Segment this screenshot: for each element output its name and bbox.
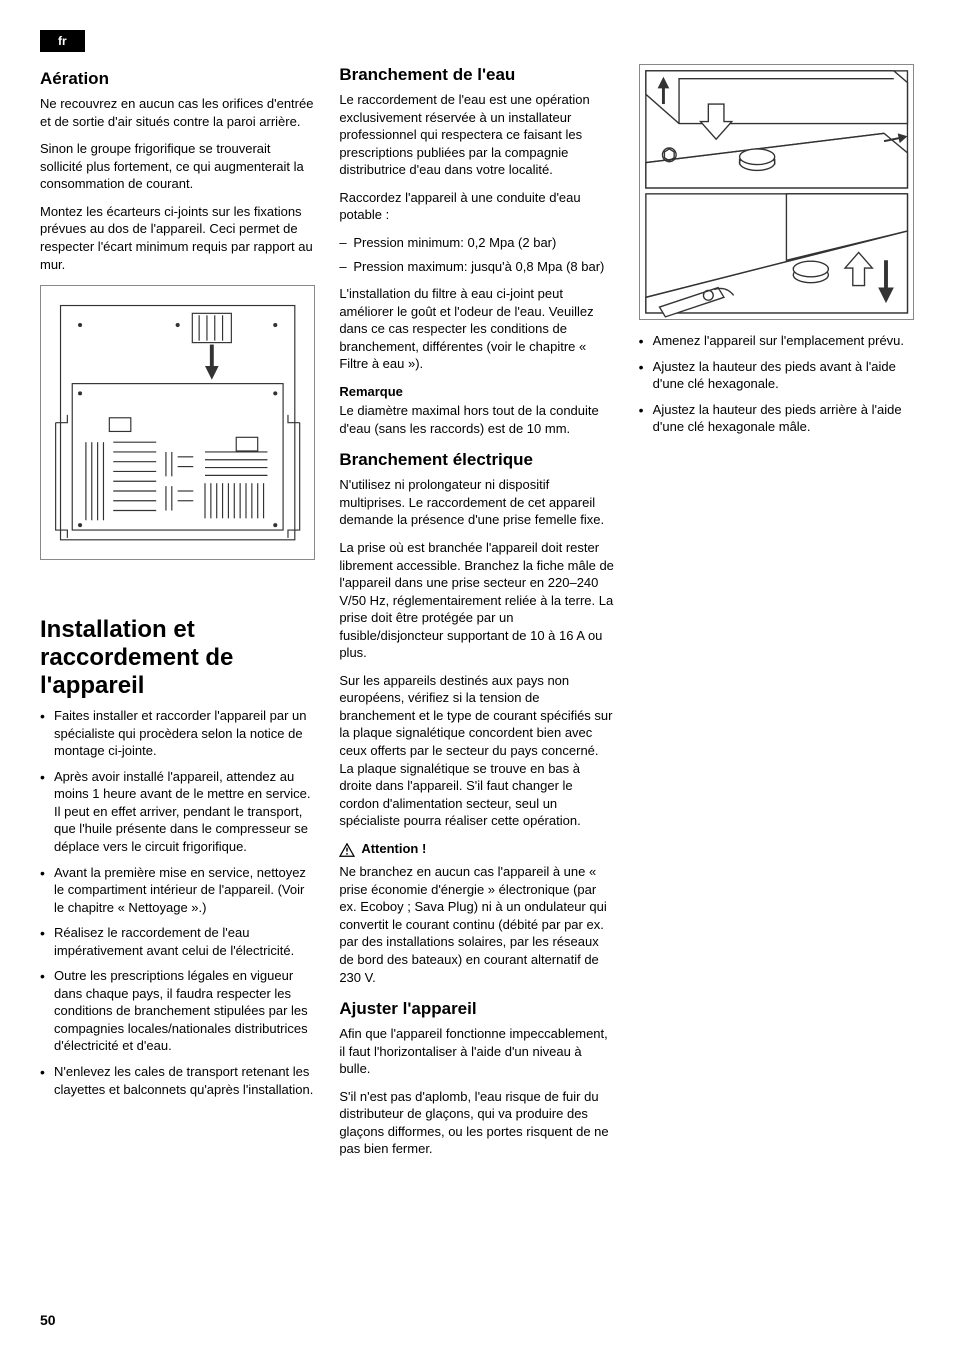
content-columns: Aération Ne recouvrez en aucun cas les o… (40, 64, 914, 1294)
body-text: Ne branchez en aucun cas l'appareil à un… (339, 863, 614, 986)
list-item: Faites installer et raccorder l'appareil… (40, 707, 315, 760)
heading-branchement-electrique: Branchement électrique (339, 449, 614, 472)
list-item: Amenez l'appareil sur l'emplacement prév… (639, 332, 914, 350)
body-text: Montez les écarteurs ci-joints sur les f… (40, 203, 315, 273)
heading-branchement-eau: Branchement de l'eau (339, 64, 614, 87)
body-text: Ne recouvrez en aucun cas les orifices d… (40, 95, 315, 130)
heading-aeration: Aération (40, 68, 315, 91)
warning-icon (339, 843, 355, 857)
body-text: S'il n'est pas d'aplomb, l'eau risque de… (339, 1088, 614, 1158)
body-text: La prise où est branchée l'appareil doit… (339, 539, 614, 662)
language-tab: fr (40, 30, 85, 52)
heading-remarque: Remarque (339, 383, 614, 401)
install-bullet-list: Faites installer et raccorder l'appareil… (40, 707, 315, 1098)
list-item: Après avoir installé l'appareil, attende… (40, 768, 315, 856)
body-text: Sur les appareils destinés aux pays non … (339, 672, 614, 830)
heading-ajuster: Ajuster l'appareil (339, 998, 614, 1021)
body-text: Le diamètre maximal hors tout de la cond… (339, 402, 614, 437)
body-text: Raccordez l'appareil à une conduite d'ea… (339, 189, 614, 224)
list-item: Ajustez la hauteur des pieds avant à l'a… (639, 358, 914, 393)
list-item: Pression minimum: 0,2 Mpa (2 bar) (339, 234, 614, 252)
figure-rear-panel (40, 285, 315, 560)
list-item: Pression maximum: jusqu'à 0,8 Mpa (8 bar… (339, 258, 614, 276)
ajuster-bullet-list: Amenez l'appareil sur l'emplacement prév… (639, 332, 914, 436)
body-text: L'installation du filtre à eau ci-joint … (339, 285, 614, 373)
list-item: Réalisez le raccordement de l'eau impéra… (40, 924, 315, 959)
list-item: Avant la première mise en service, netto… (40, 864, 315, 917)
list-item: Outre les prescriptions légales en vigue… (40, 967, 315, 1055)
list-item: Ajustez la hauteur des pieds arrière à l… (639, 401, 914, 436)
heading-installation: Installation et raccordement de l'appare… (40, 616, 315, 699)
page-number: 50 (40, 1311, 56, 1330)
list-item: N'enlevez les cales de transport retenan… (40, 1063, 315, 1098)
figure-leveling (639, 64, 914, 320)
pressure-list: Pression minimum: 0,2 Mpa (2 bar) Pressi… (339, 234, 614, 275)
body-text: Afin que l'appareil fonctionne impeccabl… (339, 1025, 614, 1078)
body-text: N'utilisez ni prolongateur ni dispositif… (339, 476, 614, 529)
heading-attention: Attention ! (361, 840, 426, 858)
body-text: Le raccordement de l'eau est une opérati… (339, 91, 614, 179)
body-text: Sinon le groupe frigorifique se trouvera… (40, 140, 315, 193)
